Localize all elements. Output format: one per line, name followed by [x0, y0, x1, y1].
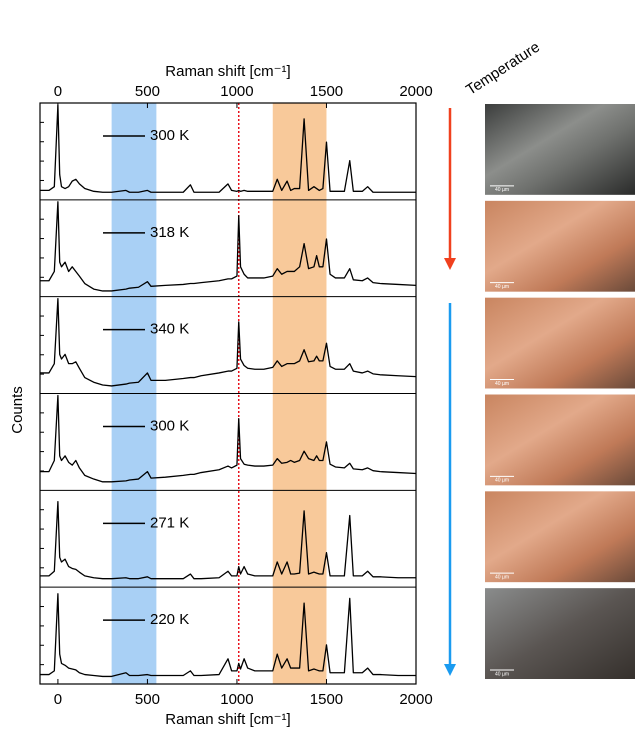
x2-tick-label: 0	[54, 83, 62, 100]
temperature-label: Temperature	[463, 39, 543, 99]
spectrum-line	[40, 201, 417, 292]
micrograph	[485, 104, 635, 195]
scale-label: 40 µm	[495, 187, 509, 193]
x-tick-label: 1500	[310, 691, 343, 708]
plot-frame	[39, 102, 417, 685]
spectrum-line	[40, 394, 417, 483]
micrograph	[485, 394, 635, 486]
micrograph	[485, 588, 635, 679]
legend-label: 340 K	[150, 321, 189, 338]
top-axis-label: Raman shift [cm⁻¹]	[165, 63, 290, 80]
bottom-axis-label: Raman shift [cm⁻¹]	[165, 711, 290, 728]
legend-label: 300 K	[150, 417, 189, 434]
legend-label: 271 K	[150, 514, 189, 531]
plot: 300 K 318 K 340 K 300 K 271 K 220 K 0 0 500 500 10…	[39, 83, 433, 708]
x2-tick-label: 500	[135, 83, 160, 100]
micrograph	[485, 200, 635, 292]
scale-label: 40 µm	[495, 574, 509, 580]
spectrum-line	[40, 298, 417, 387]
spectrum-line	[40, 593, 416, 678]
y-axis-label: Counts	[9, 386, 26, 434]
photos: 40 µm 40 µm 40 µm 40 µm 40 µm 40 µm	[485, 104, 635, 679]
warming-arrow	[444, 108, 456, 270]
x-tick-label: 2000	[399, 691, 432, 708]
cooling-arrow	[444, 303, 456, 676]
legend-label: 220 K	[150, 611, 189, 628]
scale-label: 40 µm	[495, 381, 509, 387]
scale-label: 40 µm	[495, 671, 509, 677]
spectrum-line	[40, 500, 416, 580]
x2-tick-label: 1000	[220, 83, 253, 100]
micrograph	[485, 491, 635, 583]
x2-tick-label: 2000	[399, 83, 432, 100]
x2-tick-label: 1500	[310, 83, 343, 100]
x-tick-label: 500	[135, 691, 160, 708]
micrograph	[485, 297, 635, 389]
scale-label: 40 µm	[495, 284, 509, 290]
legend-label: 300 K	[150, 127, 189, 144]
spectrum-line	[40, 104, 416, 193]
scale-label: 40 µm	[495, 478, 509, 484]
x-tick-label: 1000	[220, 691, 253, 708]
legend-label: 318 K	[150, 224, 189, 241]
x-tick-label: 0	[54, 691, 62, 708]
